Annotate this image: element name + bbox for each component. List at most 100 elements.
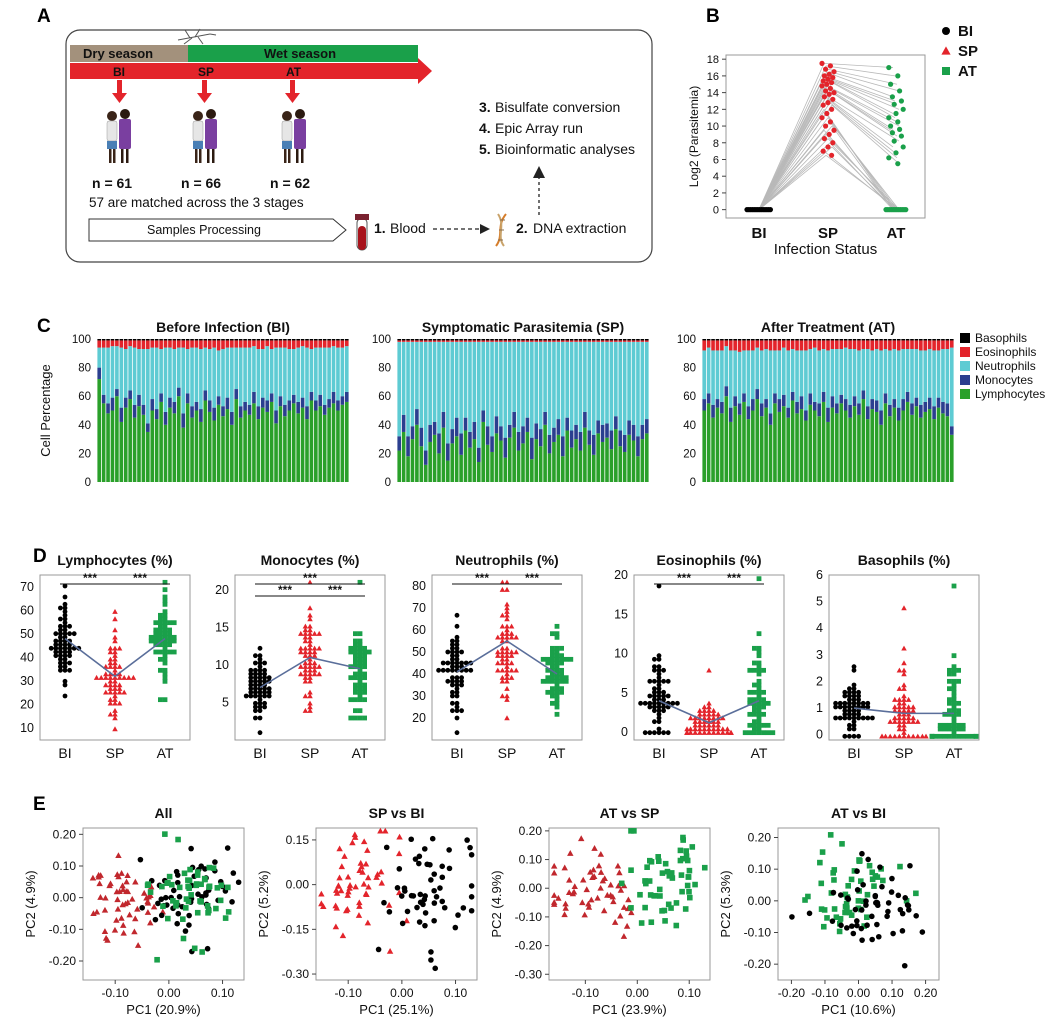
bar-segment-monocytes [560,436,565,457]
at-point [947,686,952,692]
sp-point [697,711,703,717]
bar-segment-neutrophils [768,350,773,414]
bi-point [652,686,657,692]
at-point [683,848,689,854]
y-tick-label: -0.15 [282,922,310,936]
bar-segment-lymphocytes [415,424,419,482]
bar-segment-monocytes [115,389,119,397]
bar-segment-lymphocytes [737,414,742,482]
bar-segment-basophils [777,339,782,341]
bi-point [381,899,387,906]
bar-segment-lymphocytes [830,407,835,482]
at-point [684,857,691,864]
sp-point [499,638,506,644]
bi-point [652,689,657,695]
bar-segment-basophils [256,339,261,341]
bi-point [656,686,662,692]
bar-segment-lymphocytes [300,407,305,482]
bar-segment-basophils [252,339,256,341]
bar-segment-lymphocytes [552,441,556,482]
at-point [545,689,551,695]
y-tick-label: 40 [78,420,91,432]
bar-segment-neutrophils [128,346,132,391]
bi-point [62,634,68,640]
bar-segment-lymphocytes [230,424,234,482]
significance-label: *** [727,571,741,585]
bar-segment-neutrophils [556,341,561,420]
bar-segment-neutrophils [759,350,764,404]
bi-point [888,889,895,895]
bar-segment-neutrophils [97,347,102,368]
at-point [845,882,851,889]
bi-point [53,645,59,651]
pca-panel: AT vs BI-0.20 -0.10 0.00 0.10 0.20-0.20-0.10… [718,805,940,1017]
bar-segment-monocytes [830,396,835,408]
sp-point [103,671,109,677]
sp-point [710,726,717,732]
bar-segment-monocytes [574,424,578,440]
at-point [843,900,850,907]
bar-segment-lymphocytes [314,410,318,482]
at-point [357,660,363,666]
bar-segment-basophils [230,339,234,341]
person-head [295,109,305,119]
bi-point [454,693,460,699]
sp-point [320,903,327,910]
bar-segment-neutrophils [883,349,888,394]
bar-segment-monocytes [870,399,875,410]
bar-segment-neutrophils [437,341,441,434]
panel-d-label: D [33,546,47,567]
bar-segment-monocytes [176,387,181,397]
bar-segment-lymphocytes [631,440,636,482]
bar-segment-monocytes [238,406,243,418]
at-point [951,693,957,699]
y-tick-label: 0.00 [286,878,310,892]
bi-point [266,689,272,695]
sp-point [706,707,712,713]
sp-point [905,718,912,724]
bar-segment-eosinophils [234,340,239,348]
bi-point [652,697,657,703]
bar-segment-neutrophils [225,347,230,398]
bar-segment-lymphocytes [274,423,278,482]
at-point [668,905,674,911]
bi-point [450,682,455,688]
at-point [353,638,358,644]
y-tick-label: 0.20 [53,827,77,841]
at-point [893,150,899,156]
sp-point [819,83,825,89]
bar-segment-basophils [614,339,618,341]
at-point [559,667,564,673]
sp-point [513,649,519,655]
bar-segment-basophils [225,339,230,341]
at-point [951,719,957,725]
bar-segment-lymphocytes [534,439,539,482]
sp-point [565,889,573,896]
bi-point [262,660,267,666]
bar-segment-eosinophils [901,340,905,350]
bar-segment-eosinophils [437,340,441,342]
bar-segment-lymphocytes [919,417,923,482]
sp-point [114,905,122,912]
at-point [951,682,957,688]
bar-segment-monocytes [755,389,760,400]
chart-b-frame [725,54,926,219]
bar-segment-monocytes [503,437,508,458]
at-point [951,583,957,589]
y-tick-label: 0.20 [748,831,772,845]
at-point [951,730,957,736]
bar-segment-neutrophils [238,347,243,407]
bar-segment-monocytes [874,400,879,412]
bi-point [257,700,263,706]
person-leg [109,149,112,163]
sp-point [823,123,829,129]
sp-point [119,886,127,893]
sp-point [112,682,118,688]
bar-segment-lymphocytes [305,419,309,482]
y-tick-label: 20 [215,583,229,597]
bi-point [652,656,657,662]
x-tick-label: AT [157,745,174,761]
sp-point [901,729,907,735]
bi-point [656,708,662,714]
bi-point [248,667,254,673]
